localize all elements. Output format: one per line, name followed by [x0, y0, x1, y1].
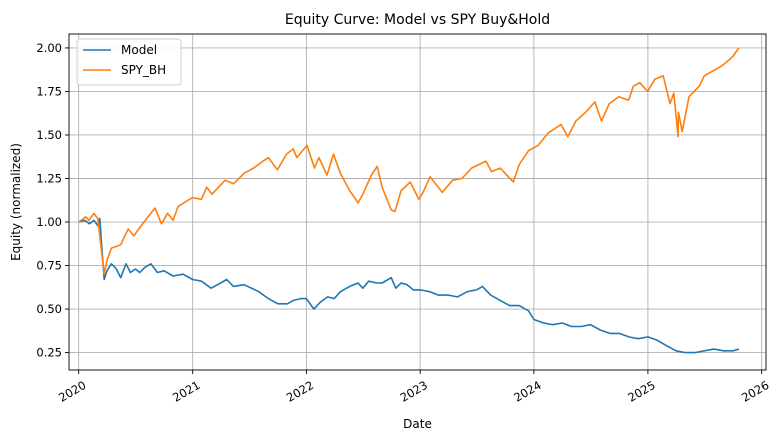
series-line-model	[78, 217, 740, 354]
y-axis-label: Equity (normalized)	[9, 143, 23, 261]
x-axis-ticks: 2020 2021 2022 2023 2024 2025 2026	[56, 370, 771, 405]
series-lines	[78, 47, 740, 354]
x-axis-label: Date	[403, 417, 432, 431]
x-tick-label: 2025	[625, 378, 657, 405]
legend-label-model: Model	[121, 43, 157, 57]
y-tick-label: 0.75	[36, 259, 62, 273]
x-tick-label: 2021	[170, 378, 202, 405]
y-axis-ticks: 0.25 0.50 0.75 1.00 1.25 1.50 1.75 2.00	[36, 41, 69, 360]
y-tick-label: 0.25	[36, 346, 62, 360]
y-tick-label: 1.50	[36, 128, 62, 142]
y-tick-label: 1.75	[36, 84, 62, 98]
y-tick-label: 0.50	[36, 302, 62, 316]
x-tick-label: 2023	[398, 378, 430, 405]
y-tick-label: 1.00	[36, 215, 62, 229]
x-tick-label: 2026	[739, 378, 771, 405]
legend-label-spy-bh: SPY_BH	[121, 63, 166, 77]
series-line-spy-bh	[78, 47, 740, 275]
x-tick-label: 2022	[284, 378, 316, 405]
x-tick-label: 2020	[56, 378, 88, 405]
y-tick-label: 2.00	[36, 41, 62, 55]
x-tick-label: 2024	[511, 378, 543, 405]
plot-frame	[68, 33, 767, 371]
y-tick-label: 1.25	[36, 171, 62, 185]
legend: Model SPY_BH	[76, 38, 182, 86]
chart-title: Equity Curve: Model vs SPY Buy&Hold	[285, 12, 550, 28]
